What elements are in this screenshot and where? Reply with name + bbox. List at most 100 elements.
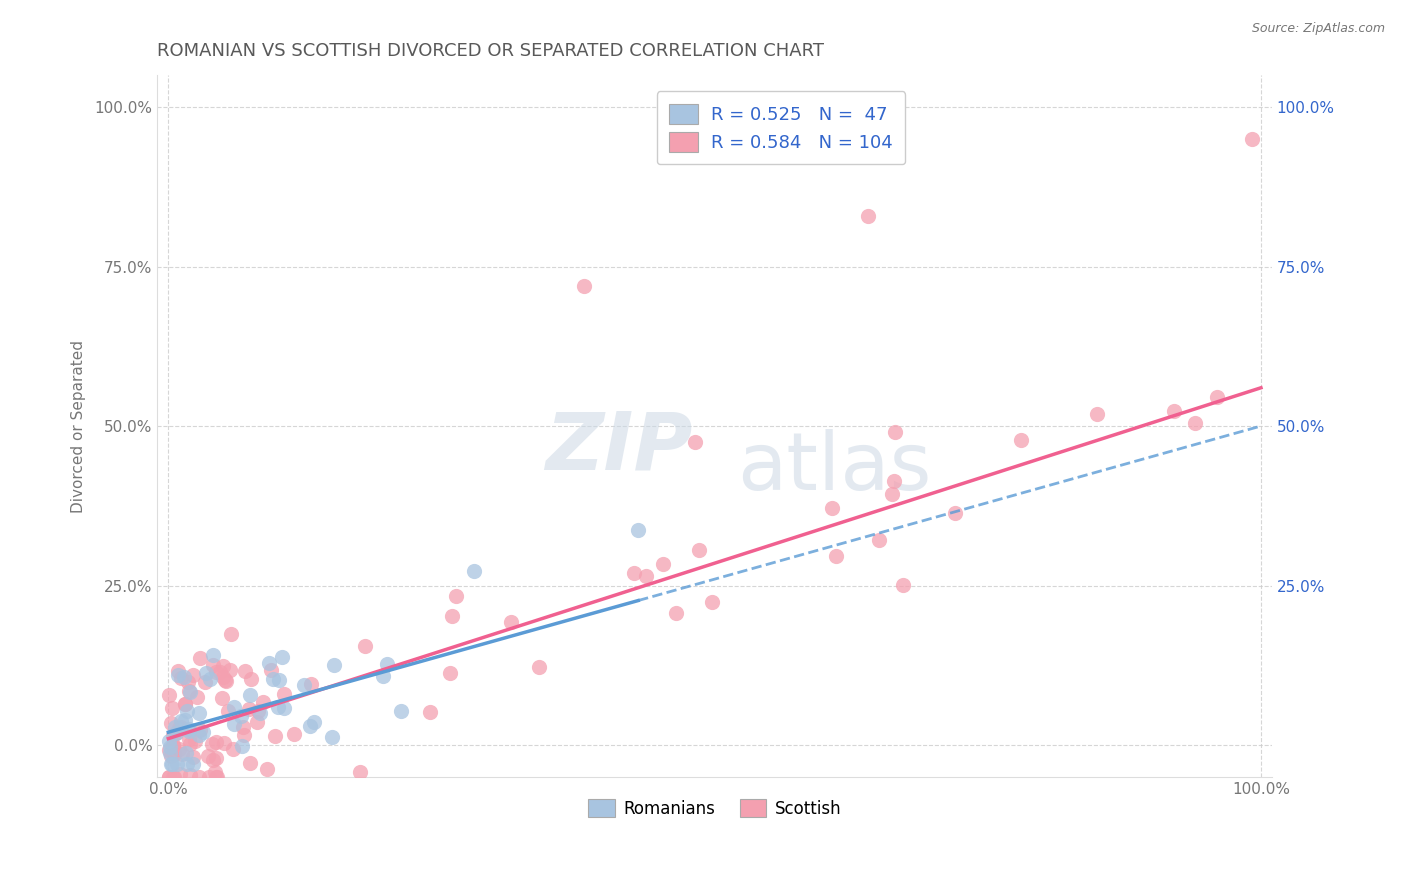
Point [214, 673, 236, 687]
Point [389, 704, 412, 718]
Point [170, 747, 193, 761]
Point [238, 702, 260, 716]
Point [201, 657, 224, 672]
Point [232, 720, 254, 734]
Point [162, 757, 184, 772]
Point [195, 665, 218, 680]
Point [186, 690, 208, 705]
Point [169, 742, 191, 756]
Point [651, 557, 673, 571]
Point [572, 278, 595, 293]
Point [201, 648, 224, 663]
Point [174, 698, 197, 712]
Point [159, 688, 181, 702]
Point [170, 714, 193, 728]
Point [219, 663, 242, 677]
Point [880, 487, 903, 501]
Point [163, 770, 186, 784]
Point [1085, 407, 1108, 421]
Point [177, 723, 200, 737]
Point [159, 746, 181, 760]
Point [222, 717, 245, 731]
Point [283, 727, 305, 741]
Point [627, 523, 650, 537]
Point [501, 615, 523, 629]
Point [187, 728, 209, 742]
Point [208, 665, 231, 680]
Point [214, 674, 236, 689]
Point [685, 435, 707, 450]
Point [821, 500, 844, 515]
Point [623, 566, 645, 580]
Point [179, 768, 201, 782]
Point [267, 673, 290, 687]
Text: ZIP: ZIP [546, 408, 692, 486]
Point [170, 721, 193, 735]
Point [211, 670, 233, 684]
Text: atlas: atlas [737, 429, 931, 508]
Point [162, 700, 184, 714]
Point [183, 733, 205, 747]
Point [702, 594, 724, 608]
Point [162, 739, 184, 753]
Point [205, 770, 228, 784]
Point [205, 770, 228, 784]
Point [292, 678, 315, 692]
Point [375, 657, 398, 671]
Point [162, 728, 184, 742]
Point [160, 749, 183, 764]
Point [169, 766, 191, 780]
Point [166, 757, 188, 772]
Point [349, 765, 371, 780]
Point [205, 751, 228, 765]
Point [174, 697, 197, 711]
Point [247, 704, 270, 718]
Point [212, 736, 235, 750]
Point [179, 685, 201, 699]
Point [159, 743, 181, 757]
Point [273, 701, 295, 715]
Point [165, 725, 187, 739]
Point [323, 658, 346, 673]
Point [273, 687, 295, 701]
Point [463, 564, 485, 578]
Point [197, 748, 219, 763]
Point [1010, 433, 1032, 447]
Point [181, 749, 204, 764]
Point [299, 719, 322, 733]
Point [176, 704, 198, 718]
Point [891, 578, 914, 592]
Point [634, 569, 657, 583]
Point [198, 672, 221, 686]
Point [173, 714, 195, 728]
Point [302, 714, 325, 729]
Point [231, 708, 253, 723]
Point [179, 737, 201, 751]
Point [169, 671, 191, 685]
Point [188, 651, 211, 665]
Point [441, 609, 464, 624]
Point [856, 209, 879, 223]
Point [354, 639, 377, 653]
Point [266, 700, 288, 714]
Point [162, 770, 184, 784]
Point [665, 606, 688, 620]
Point [160, 715, 183, 730]
Point [159, 770, 181, 784]
Point [233, 664, 256, 678]
Point [167, 664, 190, 678]
Point [159, 757, 181, 772]
Point [217, 704, 239, 718]
Point [179, 732, 201, 747]
Point [193, 724, 215, 739]
Point [252, 695, 274, 709]
Point [321, 731, 343, 745]
Point [883, 474, 905, 488]
Point [868, 533, 890, 548]
Point [419, 705, 441, 719]
Point [167, 721, 190, 735]
Point [165, 726, 187, 740]
Point [264, 729, 287, 743]
Point [212, 659, 235, 673]
Point [163, 747, 186, 761]
